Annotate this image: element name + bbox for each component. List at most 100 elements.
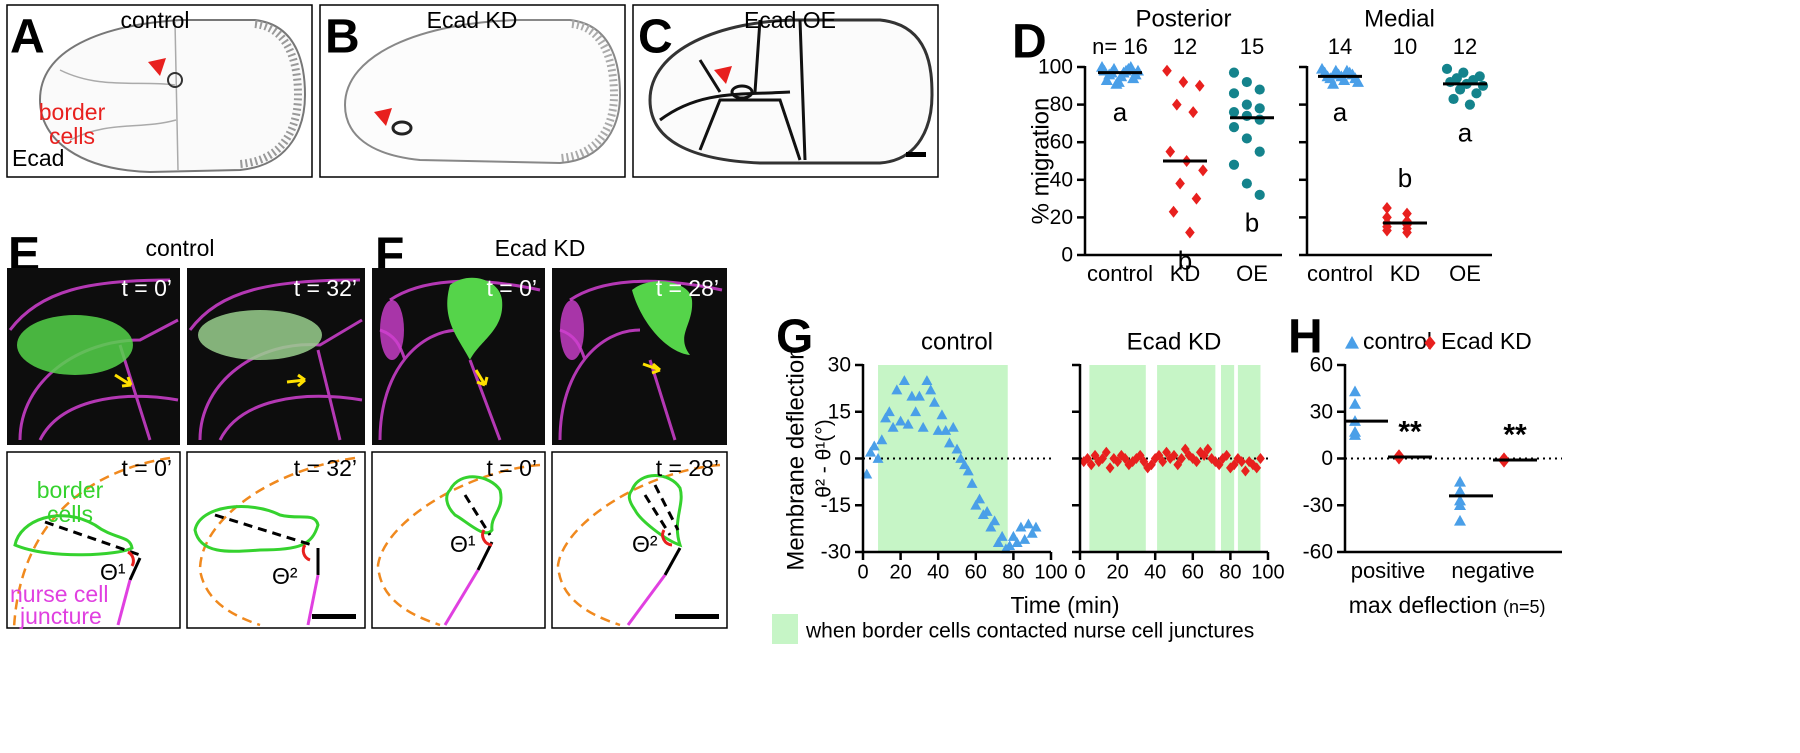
legend-marker <box>1345 336 1359 349</box>
y-tick-label: 0 <box>1061 244 1073 267</box>
point <box>1165 145 1176 158</box>
group-letter: a <box>1113 97 1128 127</box>
reference-line <box>44 520 141 557</box>
point <box>981 505 993 516</box>
point <box>1254 84 1265 95</box>
point <box>1169 449 1179 461</box>
x-tick-label: negative <box>1451 558 1534 583</box>
point <box>1154 449 1164 461</box>
arrowhead <box>714 66 732 84</box>
point <box>1222 449 1232 461</box>
chart-title: control <box>921 328 993 355</box>
point <box>1252 462 1262 474</box>
point <box>996 530 1008 541</box>
n-label: 14 <box>1328 34 1352 59</box>
point <box>1241 178 1252 189</box>
point <box>1241 465 1250 477</box>
point <box>1349 397 1361 409</box>
membrane <box>188 278 363 441</box>
panel-letter: H <box>1288 311 1323 364</box>
juncture <box>476 541 494 571</box>
point <box>936 409 948 420</box>
annotation: cells <box>49 123 95 149</box>
point <box>955 453 967 463</box>
panel-f: F Ecad KD t = 0’ t = 28’ t = 0’ Θ¹ t = 2… <box>371 229 728 629</box>
point <box>1113 456 1122 468</box>
point <box>1011 537 1023 548</box>
point <box>883 406 895 417</box>
y-axis-label: % migration <box>1027 98 1054 225</box>
x-tick-label: KD <box>1390 261 1421 286</box>
reference-line <box>214 513 313 547</box>
x-tick-label: 60 <box>1182 561 1204 583</box>
point <box>1175 177 1185 190</box>
point <box>1454 475 1466 487</box>
group-letter: b <box>1178 245 1192 275</box>
point <box>1241 110 1252 121</box>
point <box>1147 459 1156 471</box>
x-tick-label: 80 <box>1219 561 1241 583</box>
time-label: t = 0’ <box>486 275 537 301</box>
n-label: 12 <box>1453 34 1477 59</box>
nurse-cell-borders <box>59 21 179 171</box>
legend-marker <box>1424 336 1436 350</box>
juncture <box>128 557 142 581</box>
scale-bar <box>312 614 356 619</box>
point <box>1241 76 1252 88</box>
point <box>921 375 933 385</box>
point <box>898 375 910 385</box>
panel-label: Ecad KD <box>427 7 518 33</box>
point <box>1116 449 1126 461</box>
x-tick-label: 20 <box>1106 561 1128 583</box>
point <box>1254 114 1265 125</box>
y-tick-label: 20 <box>1050 206 1073 229</box>
y-tick-label: -30 <box>821 541 851 564</box>
point <box>1128 456 1138 468</box>
y-tick-label: 60 <box>1050 131 1073 154</box>
point <box>1228 107 1240 118</box>
panel-letter: G <box>776 311 813 364</box>
point <box>1229 459 1239 471</box>
point <box>1382 202 1392 214</box>
point <box>1203 443 1213 455</box>
x-tick-label: 60 <box>965 561 987 583</box>
border-cells-outline <box>445 475 503 535</box>
chart-title: Ecad KD <box>1127 328 1222 355</box>
point <box>1191 192 1202 205</box>
x-tick-label: 100 <box>1034 561 1067 583</box>
point <box>1195 446 1205 458</box>
point <box>959 459 971 470</box>
point <box>1120 453 1130 464</box>
point <box>1007 530 1019 541</box>
egg-chamber <box>648 18 934 165</box>
point <box>1109 453 1119 464</box>
angle-arc <box>481 529 493 547</box>
significance: ** <box>1503 418 1527 451</box>
border-cells <box>447 277 503 360</box>
point <box>1177 453 1186 464</box>
point <box>1122 62 1135 74</box>
x-axis-label: max deflection <box>1349 592 1497 618</box>
x-axis-note: (n=5) <box>1503 597 1546 617</box>
angle-label: Θ² <box>632 531 658 557</box>
scale-bar <box>906 152 926 157</box>
y-tick-label: 0 <box>1321 447 1333 470</box>
n-label: n= 16 <box>1092 34 1148 59</box>
arrow <box>114 373 133 388</box>
point <box>891 384 903 395</box>
point <box>1101 446 1111 458</box>
point <box>1004 540 1016 551</box>
point <box>887 421 899 432</box>
point <box>1349 385 1361 397</box>
nurse-cell-nuclei <box>380 300 404 360</box>
x-tick-label: KD <box>1170 261 1201 286</box>
point <box>932 424 944 435</box>
panel-letter: B <box>325 11 360 64</box>
point <box>992 537 1004 548</box>
time-label: t = 32’ <box>294 275 357 301</box>
panel-letter: A <box>10 11 45 64</box>
point <box>940 424 952 435</box>
point <box>1441 63 1453 74</box>
panel-letter: D <box>1012 16 1047 69</box>
